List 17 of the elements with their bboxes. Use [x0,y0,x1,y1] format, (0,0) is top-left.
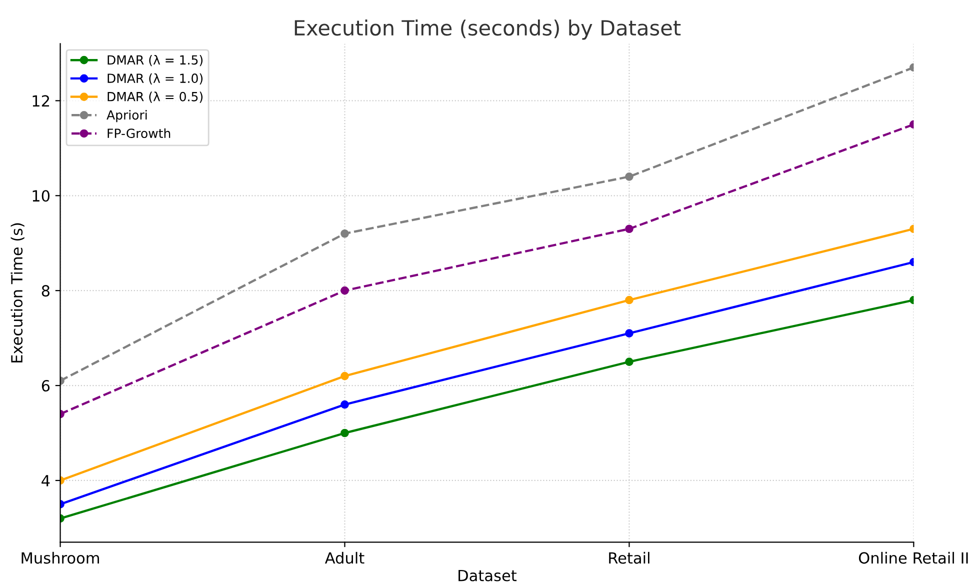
y-tick-label: 8 [42,285,50,297]
legend-label: DMAR (λ = 1.0) [108,73,203,84]
x-tick-label: Retail [609,552,650,564]
y-tick-label: 12 [32,95,50,106]
legend-label: Apriori [106,110,147,122]
chart-title: Execution Time (seconds) by Dataset [294,20,681,40]
x-tick-label: Adult [324,552,364,564]
x-tick-label: Online Retail II [858,552,968,564]
legend-label: FP-Growth [108,128,170,138]
legend-label: DMAR (λ = 1.5) [108,54,203,66]
legend-label: DMAR (λ = 0.5) [108,92,203,103]
y-tick-label: 4 [42,475,50,486]
x-axis-title: Dataset [458,570,517,582]
y-axis-title: Execution Time (s) [10,223,24,362]
x-tick-label: Mushroom [22,552,99,564]
y-tick-label: 10 [32,190,50,202]
y-tick-label: 6 [42,380,50,392]
